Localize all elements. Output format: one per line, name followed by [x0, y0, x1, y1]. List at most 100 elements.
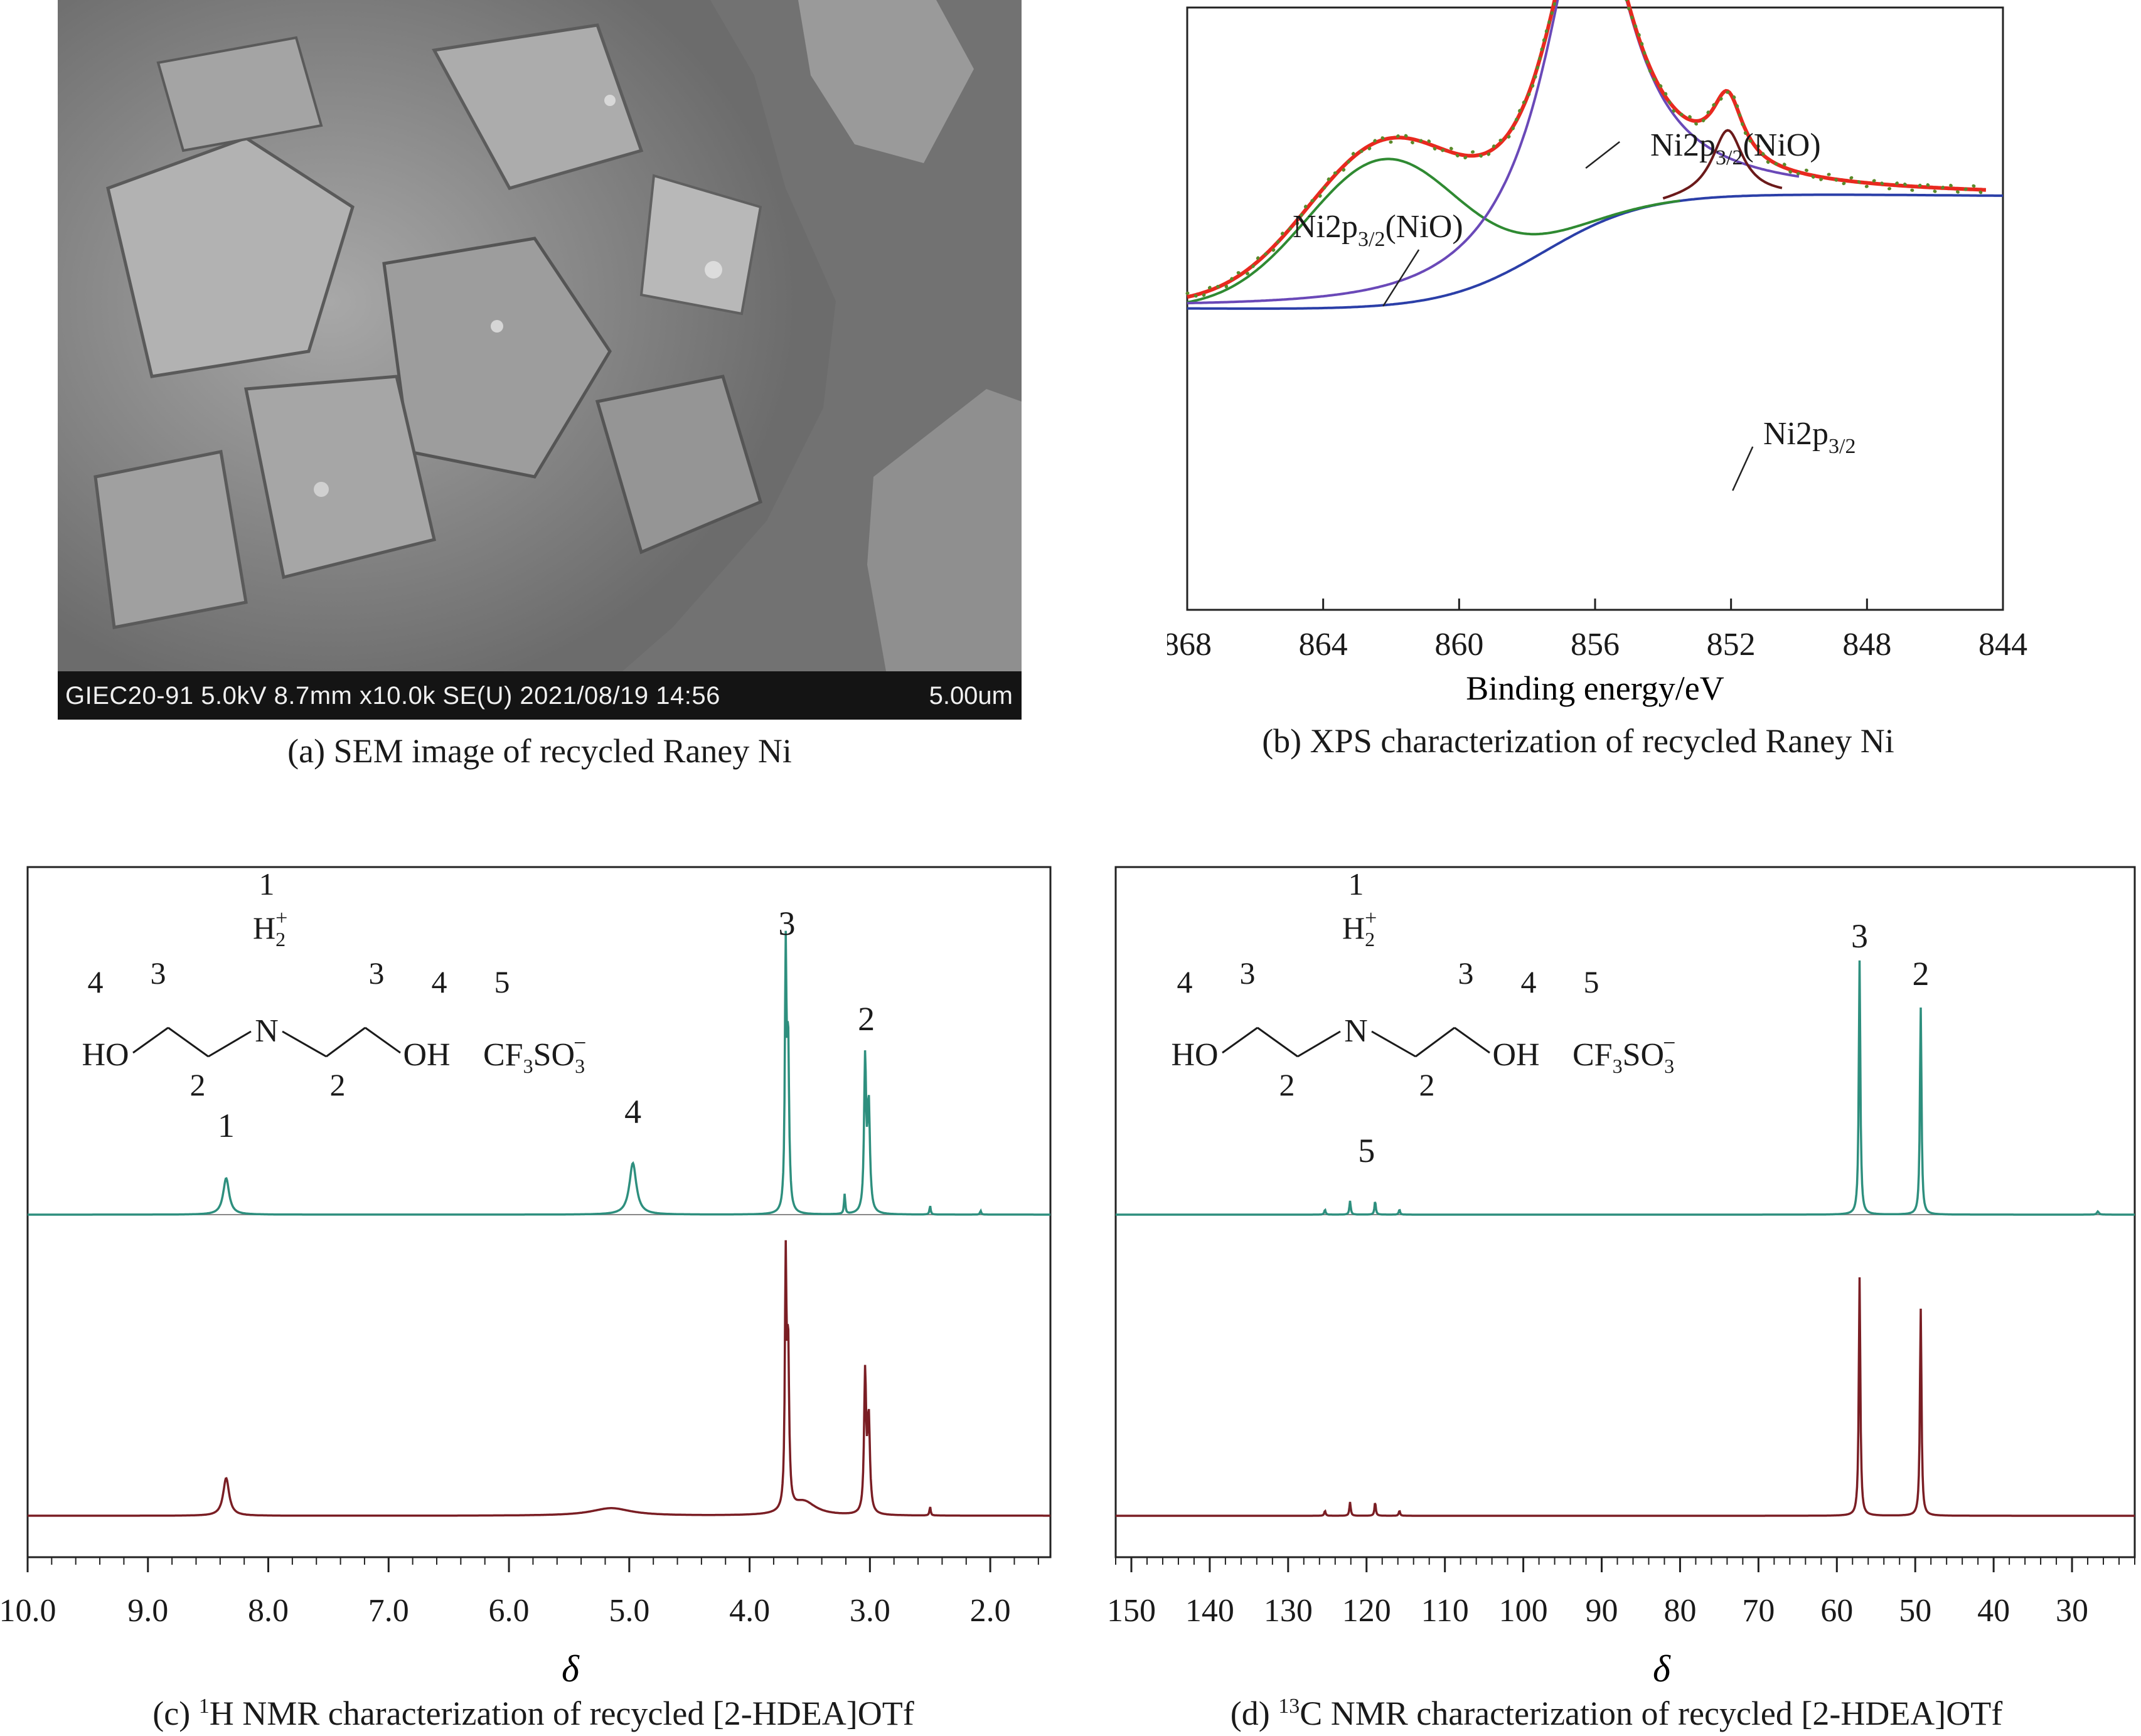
- xps-leader-satellite: [1382, 249, 1420, 307]
- h1-x-axis: 10.0 9.0 8.0 7.0 6.0 5.0 4.0 3.0 2.0: [0, 1214, 1050, 1629]
- xps-satellite-component: [1187, 157, 1680, 304]
- h1-tick-label: 7.0: [368, 1593, 409, 1629]
- structure-label-oh-4-left: 4: [88, 964, 104, 999]
- xps-background-curve: [1187, 193, 2004, 310]
- structure-h-sub: 2: [275, 928, 286, 951]
- sem-micrograph: [58, 0, 1022, 671]
- xps-main-component: [1187, 0, 1800, 305]
- caption-d-sup: 13: [1278, 1695, 1300, 1718]
- h1-upper-spectrum: [28, 930, 1050, 1216]
- structure-bond: [1454, 1026, 1490, 1054]
- xps-peak-annotation: Ni2p3/2(NiO): [1650, 127, 1821, 169]
- structure-label-oh-4-right: 4: [432, 964, 447, 999]
- sem-image: GIEC20-91 5.0kV 8.7mm x10.0k SE(U) 2021/…: [58, 0, 1022, 720]
- c13-x-label: δ: [1653, 1648, 1671, 1690]
- h1-tick-label: 9.0: [127, 1593, 168, 1629]
- structure-label-c3-right: 3: [1458, 956, 1474, 991]
- structure-bond: [168, 1026, 209, 1058]
- structure-h: H: [1342, 910, 1365, 945]
- xps-annotation-tail: (NiO): [1385, 209, 1463, 245]
- structure-n-atom: N: [1344, 1013, 1368, 1049]
- anion-so: SO: [1623, 1037, 1664, 1073]
- structure-bond: [1222, 1026, 1258, 1054]
- c13-peak-labels: 5 3 2: [1358, 917, 1929, 1169]
- xps-annotation-sub: 3/2: [1716, 146, 1743, 169]
- xps-tick-label: 848: [1842, 627, 1891, 663]
- structure-label-c3-left: 3: [1240, 956, 1256, 991]
- c13-tick-label: 150: [1107, 1593, 1156, 1629]
- xps-annotation-main: Ni2p: [1293, 209, 1358, 245]
- sem-info-bar: GIEC20-91 5.0kV 8.7mm x10.0k SE(U) 2021/…: [58, 671, 1022, 720]
- c13-tick-label: 130: [1264, 1593, 1313, 1629]
- caption-a: (a) SEM image of recycled Raney Ni: [287, 732, 792, 770]
- structure-label-n1: 1: [1348, 866, 1364, 902]
- xps-peak-annotation: Ni2p3/2: [1763, 416, 1855, 458]
- structure-label-c3-left: 3: [151, 956, 166, 991]
- anion-sub-3b: 3: [575, 1055, 585, 1077]
- structure-label-anion: 5: [494, 964, 510, 999]
- structure-bond: [365, 1026, 401, 1054]
- anion-cf: CF: [483, 1037, 523, 1073]
- anion-so: SO: [533, 1037, 575, 1073]
- structure-anion: CF3SO3−: [483, 1030, 586, 1077]
- xps-tick-label: 860: [1434, 627, 1483, 663]
- structure-label-anion: 5: [1584, 964, 1599, 999]
- sem-meta-text: GIEC20-91 5.0kV 8.7mm x10.0k SE(U) 2021/…: [65, 682, 720, 710]
- c13-tick-label: 60: [1820, 1593, 1853, 1629]
- h1-x-label: δ: [562, 1648, 580, 1690]
- h1-tick-label: 6.0: [489, 1593, 530, 1629]
- caption-b: (b) XPS characterization of recycled Ran…: [1262, 722, 1894, 760]
- h1-peak-label: 4: [624, 1093, 641, 1131]
- c13-peak-label: 3: [1851, 917, 1868, 955]
- c13-tick-label: 70: [1742, 1593, 1775, 1629]
- xps-fit-envelope: [1187, 0, 1987, 299]
- c13-upper-spectrum: [1116, 960, 2135, 1216]
- xps-tick-label: 856: [1571, 627, 1620, 663]
- structure-oh: OH: [1492, 1037, 1539, 1073]
- h1-peak-label: 2: [858, 1000, 875, 1038]
- xps-leader-metal: [1732, 446, 1754, 491]
- anion-sub-3a: 3: [523, 1055, 533, 1077]
- c13-x-axis: 150 140 130 120 110 100 90 80 70 60 50 40 30: [1107, 1214, 2135, 1629]
- structure-ho: HO: [82, 1037, 129, 1073]
- c13-peak-label: 5: [1358, 1132, 1375, 1169]
- c13-tick-label: 40: [1977, 1593, 2010, 1629]
- h1-tick-label: 3.0: [850, 1593, 890, 1629]
- structure-bond: [208, 1030, 252, 1058]
- xps-curves: [1185, 0, 2004, 310]
- caption-c-sup: 1: [198, 1695, 210, 1718]
- structure-bond: [282, 1030, 327, 1058]
- structure-h-sup: +: [275, 907, 287, 930]
- structure-label-oh-4-right: 4: [1521, 964, 1537, 999]
- h1-plot-frame: [26, 866, 1052, 1558]
- h1-nmr-chart: 10.0 9.0 8.0 7.0 6.0 5.0 4.0 3.0 2.0 1 432 4 321H2…: [0, 866, 1052, 1690]
- caption-d-post: C NMR characterization of recycled [2-HD…: [1300, 1695, 2003, 1732]
- c13-tick-label: 140: [1185, 1593, 1234, 1629]
- xps-annotation-sub: 3/2: [1358, 228, 1385, 251]
- anion-charge: −: [574, 1030, 586, 1055]
- xps-tick-label: 852: [1707, 627, 1756, 663]
- xps-tick-label: 868: [1167, 627, 1212, 663]
- xps-raw-data: [1185, 0, 1988, 299]
- c13-tick-label: 120: [1342, 1593, 1391, 1629]
- structure-bond: [326, 1026, 366, 1058]
- xps-peak-annotation: Ni2p3/2(NiO): [1293, 209, 1463, 251]
- caption-c-pre: (c): [152, 1695, 199, 1732]
- c13-peak-label: 2: [1912, 955, 1929, 993]
- caption-c: (c) 1H NMR characterization of recycled …: [0, 1694, 1067, 1733]
- structure-label-oh-4-left: 4: [1177, 964, 1193, 999]
- xps-tick-label: 864: [1299, 627, 1348, 663]
- h1-tick-label: 8.0: [248, 1593, 289, 1629]
- xps-leader-main: [1585, 141, 1620, 169]
- structure-label-c2-left: 2: [190, 1067, 206, 1102]
- h1-peak-label: 1: [218, 1107, 235, 1144]
- structure-anion: CF3SO3−: [1572, 1030, 1675, 1077]
- structure-n-atom: N: [255, 1013, 279, 1049]
- h1-peak-labels: 1 4 3 2: [218, 905, 875, 1144]
- structure-oh: OH: [403, 1037, 450, 1073]
- structure-label-c2-right: 2: [330, 1067, 346, 1102]
- structure-ho: HO: [1171, 1037, 1218, 1073]
- h1-tick-label: 2.0: [970, 1593, 1011, 1629]
- structure-bond: [1297, 1030, 1341, 1058]
